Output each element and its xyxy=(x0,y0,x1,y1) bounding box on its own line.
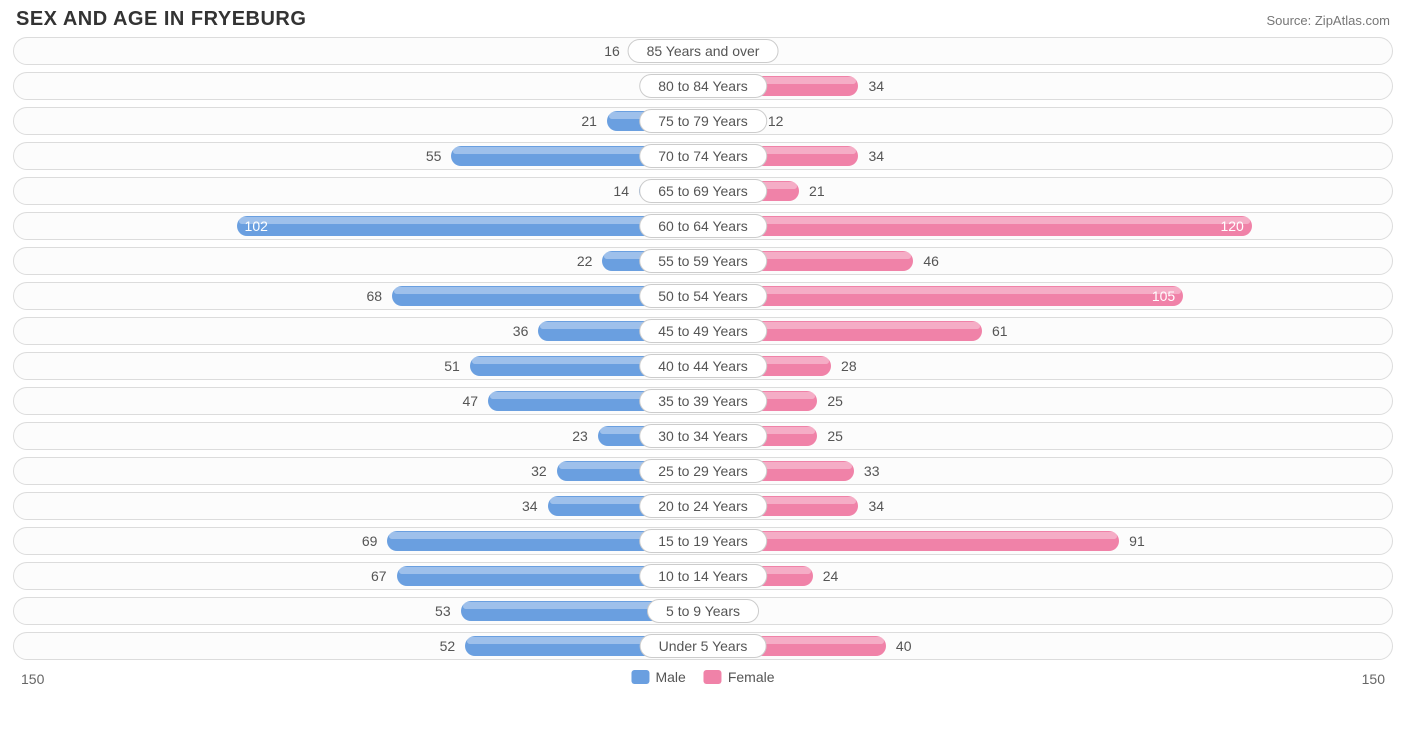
legend-item: Male xyxy=(631,669,685,685)
male-value: 68 xyxy=(332,286,392,306)
male-value: 102 xyxy=(245,216,268,236)
legend: Male Female xyxy=(631,669,774,685)
female-value: 120 xyxy=(1220,216,1243,236)
category-pill: 15 to 19 Years xyxy=(639,529,767,553)
female-value: 40 xyxy=(886,636,946,656)
pyramid-row: 5305 to 9 Years xyxy=(13,597,1393,625)
pyramid-row: 22 46 55 to 59 Years xyxy=(13,247,1393,275)
male-value: 22 xyxy=(542,251,602,271)
male-value: 34 xyxy=(488,496,548,516)
chart-footer: 150 150 Male Female xyxy=(13,667,1393,693)
male-value: 52 xyxy=(405,636,465,656)
category-pill: 55 to 59 Years xyxy=(639,249,767,273)
category-pill: 85 Years and over xyxy=(628,39,779,63)
male-value: 14 xyxy=(579,181,639,201)
male-value: 21 xyxy=(547,111,607,131)
pyramid-row: 69 91 15 to 19 Years xyxy=(13,527,1393,555)
legend-swatch xyxy=(631,670,649,684)
category-pill: 50 to 54 Years xyxy=(639,284,767,308)
category-pill: 70 to 74 Years xyxy=(639,144,767,168)
male-value: 16 xyxy=(570,41,630,61)
female-value: 34 xyxy=(858,146,918,166)
female-value: 34 xyxy=(858,76,918,96)
male-value: 23 xyxy=(538,426,598,446)
pyramid-row: 52 40 Under 5 Years xyxy=(13,632,1393,660)
chart-source: Source: ZipAtlas.com xyxy=(1266,13,1390,28)
pyramid-row: 105 68 50 to 54 Years xyxy=(13,282,1393,310)
legend-label: Female xyxy=(728,669,775,685)
female-value: 28 xyxy=(831,356,891,376)
population-pyramid-chart: 16885 Years and over03480 to 84 Years211… xyxy=(13,37,1393,693)
legend-item: Female xyxy=(704,669,775,685)
pyramid-row: 23 25 30 to 34 Years xyxy=(13,422,1393,450)
pyramid-row: 47 25 35 to 39 Years xyxy=(13,387,1393,415)
female-value: 25 xyxy=(817,426,877,446)
axis-max-left: 150 xyxy=(21,671,44,687)
pyramid-row: 14 21 65 to 69 Years xyxy=(13,177,1393,205)
category-pill: 25 to 29 Years xyxy=(639,459,767,483)
female-value: 91 xyxy=(1119,531,1179,551)
category-pill: 35 to 39 Years xyxy=(639,389,767,413)
category-pill: 40 to 44 Years xyxy=(639,354,767,378)
male-value: 67 xyxy=(337,566,397,586)
pyramid-row: 32 33 25 to 29 Years xyxy=(13,457,1393,485)
male-value: 51 xyxy=(410,356,470,376)
chart-header: SEX AND AGE IN FRYEBURG Source: ZipAtlas… xyxy=(12,8,1394,37)
pyramid-row: 03480 to 84 Years xyxy=(13,72,1393,100)
pyramid-row: 67 24 10 to 14 Years xyxy=(13,562,1393,590)
pyramid-row: 102 120 60 to 64 Years xyxy=(13,212,1393,240)
category-pill: 20 to 24 Years xyxy=(639,494,767,518)
male-value: 55 xyxy=(391,146,451,166)
male-value: 47 xyxy=(428,391,488,411)
pyramid-row: 16885 Years and over xyxy=(13,37,1393,65)
legend-swatch xyxy=(704,670,722,684)
female-value: 34 xyxy=(858,496,918,516)
category-pill: 80 to 84 Years xyxy=(639,74,767,98)
category-pill: 60 to 64 Years xyxy=(639,214,767,238)
pyramid-row: 36 61 45 to 49 Years xyxy=(13,317,1393,345)
female-value: 46 xyxy=(913,251,973,271)
category-pill: 10 to 14 Years xyxy=(639,564,767,588)
female-bar: 120 xyxy=(703,216,1252,236)
category-pill: 5 to 9 Years xyxy=(647,599,759,623)
category-pill: 65 to 69 Years xyxy=(639,179,767,203)
category-pill: 30 to 34 Years xyxy=(639,424,767,448)
female-value: 105 xyxy=(1152,286,1175,306)
category-pill: 75 to 79 Years xyxy=(639,109,767,133)
female-value: 33 xyxy=(854,461,914,481)
pyramid-row: 21 1275 to 79 Years xyxy=(13,107,1393,135)
male-value: 32 xyxy=(497,461,557,481)
pyramid-row: 34 34 20 to 24 Years xyxy=(13,492,1393,520)
chart-title: SEX AND AGE IN FRYEBURG xyxy=(16,8,306,31)
axis-max-right: 150 xyxy=(1362,671,1385,687)
category-pill: 45 to 49 Years xyxy=(639,319,767,343)
female-value: 21 xyxy=(799,181,859,201)
male-value: 53 xyxy=(401,601,461,621)
female-value: 25 xyxy=(817,391,877,411)
female-bar: 105 xyxy=(703,286,1183,306)
pyramid-row: 51 28 40 to 44 Years xyxy=(13,352,1393,380)
female-value: 12 xyxy=(758,111,818,131)
male-value: 69 xyxy=(327,531,387,551)
male-value: 36 xyxy=(478,321,538,341)
legend-label: Male xyxy=(655,669,685,685)
category-pill: Under 5 Years xyxy=(640,634,767,658)
female-value: 61 xyxy=(982,321,1042,341)
female-value: 24 xyxy=(813,566,873,586)
male-bar: 102 xyxy=(237,216,703,236)
pyramid-row: 55 34 70 to 74 Years xyxy=(13,142,1393,170)
